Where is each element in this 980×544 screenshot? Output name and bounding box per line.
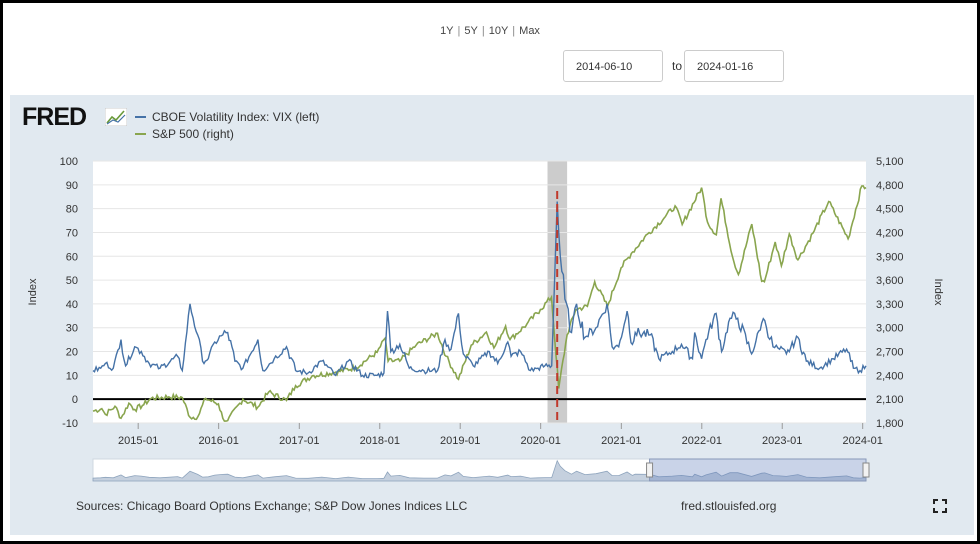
left-tick-label: 40	[66, 299, 78, 311]
start-date-input[interactable]: 2014-06-10	[563, 50, 663, 82]
x-tick-label: 2023-01	[762, 435, 802, 447]
legend-label-sp500: S&P 500 (right)	[152, 126, 234, 141]
series-line-sp500	[92, 185, 867, 422]
x-tick-label: 2021-01	[601, 435, 641, 447]
x-tick-label: 2015-01	[118, 435, 158, 447]
range-separator: |	[512, 25, 516, 37]
legend-label-vix: CBOE Volatility Index: VIX (left)	[152, 109, 320, 124]
range-1y-button[interactable]: 1Y	[440, 25, 454, 37]
range-separator: |	[481, 25, 485, 37]
fred-logo[interactable]: FRED	[22, 103, 87, 131]
left-tick-label: 90	[66, 180, 78, 192]
range-5y-button[interactable]: 5Y	[464, 25, 478, 37]
right-tick-label: 4,800	[876, 180, 904, 192]
x-tick-label: 2024-01	[843, 435, 883, 447]
navigator-series	[92, 459, 867, 482]
sources-note: Sources: Chicago Board Options Exchange;…	[76, 499, 468, 513]
x-tick-label: 2022-01	[682, 435, 722, 447]
range-max-button[interactable]: Max	[519, 25, 540, 37]
right-tick-label: 5,100	[876, 156, 904, 168]
right-tick-label: 2,700	[876, 347, 904, 359]
range-10y-button[interactable]: 10Y	[488, 25, 509, 37]
range-separator: |	[457, 25, 461, 37]
navigator-handle[interactable]	[646, 462, 654, 478]
x-tick-label: 2019-01	[440, 435, 480, 447]
right-tick-label: 4,500	[876, 204, 904, 216]
end-date-input[interactable]: 2024-01-16	[684, 50, 784, 82]
right-tick-label: 3,300	[876, 299, 904, 311]
right-tick-label: 4,200	[876, 227, 904, 239]
site-link[interactable]: fred.stlouisfed.org	[681, 499, 777, 513]
right-axis-label: Index	[932, 279, 944, 306]
navigator-selection	[649, 458, 867, 482]
left-tick-label: 60	[66, 251, 78, 263]
legend-item-vix[interactable]: CBOE Volatility Index: VIX (left)	[135, 108, 319, 125]
right-tick-label: 3,900	[876, 251, 904, 263]
left-tick-label: 0	[72, 394, 78, 406]
left-tick-label: 70	[66, 227, 78, 239]
left-tick-label: 20	[66, 347, 78, 359]
plot-area	[93, 161, 866, 423]
left-tick-label: -10	[62, 418, 78, 430]
navigator-handle[interactable]	[862, 462, 870, 478]
x-tick-label: 2017-01	[279, 435, 319, 447]
fullscreen-icon[interactable]	[933, 499, 947, 513]
chart-legend: CBOE Volatility Index: VIX (left) S&P 50…	[135, 108, 319, 142]
x-tick-label: 2020-01	[520, 435, 560, 447]
legend-swatch-sp500	[135, 132, 146, 135]
left-tick-label: 80	[66, 204, 78, 216]
date-to-label: to	[672, 59, 683, 73]
range-selector: 1Y | 5Y | 10Y | Max	[3, 25, 977, 37]
left-axis-label: Index	[27, 278, 39, 305]
left-tick-label: 10	[66, 370, 78, 382]
right-tick-label: 3,600	[876, 275, 904, 287]
left-tick-label: 50	[66, 275, 78, 287]
legend-swatch-vix	[135, 115, 146, 118]
right-tick-label: 1,800	[876, 418, 904, 430]
line-chart: -10 0 10 20 30 40 50 60 70 80 90 100 1,800 2,100 2,400…	[27, 156, 944, 482]
chart-panel: FRED CBOE Volatility Index: VIX (left) S…	[10, 95, 974, 535]
x-tick-label: 2018-01	[360, 435, 400, 447]
right-tick-label: 3,000	[876, 323, 904, 335]
fred-logo-graph-icon	[105, 108, 127, 126]
legend-item-sp500[interactable]: S&P 500 (right)	[135, 125, 319, 142]
left-tick-label: 30	[66, 323, 78, 335]
x-tick-label: 2016-01	[198, 435, 238, 447]
left-tick-label: 100	[60, 156, 78, 168]
right-tick-label: 2,100	[876, 394, 904, 406]
right-tick-label: 2,400	[876, 370, 904, 382]
series-line-vix	[92, 201, 867, 379]
